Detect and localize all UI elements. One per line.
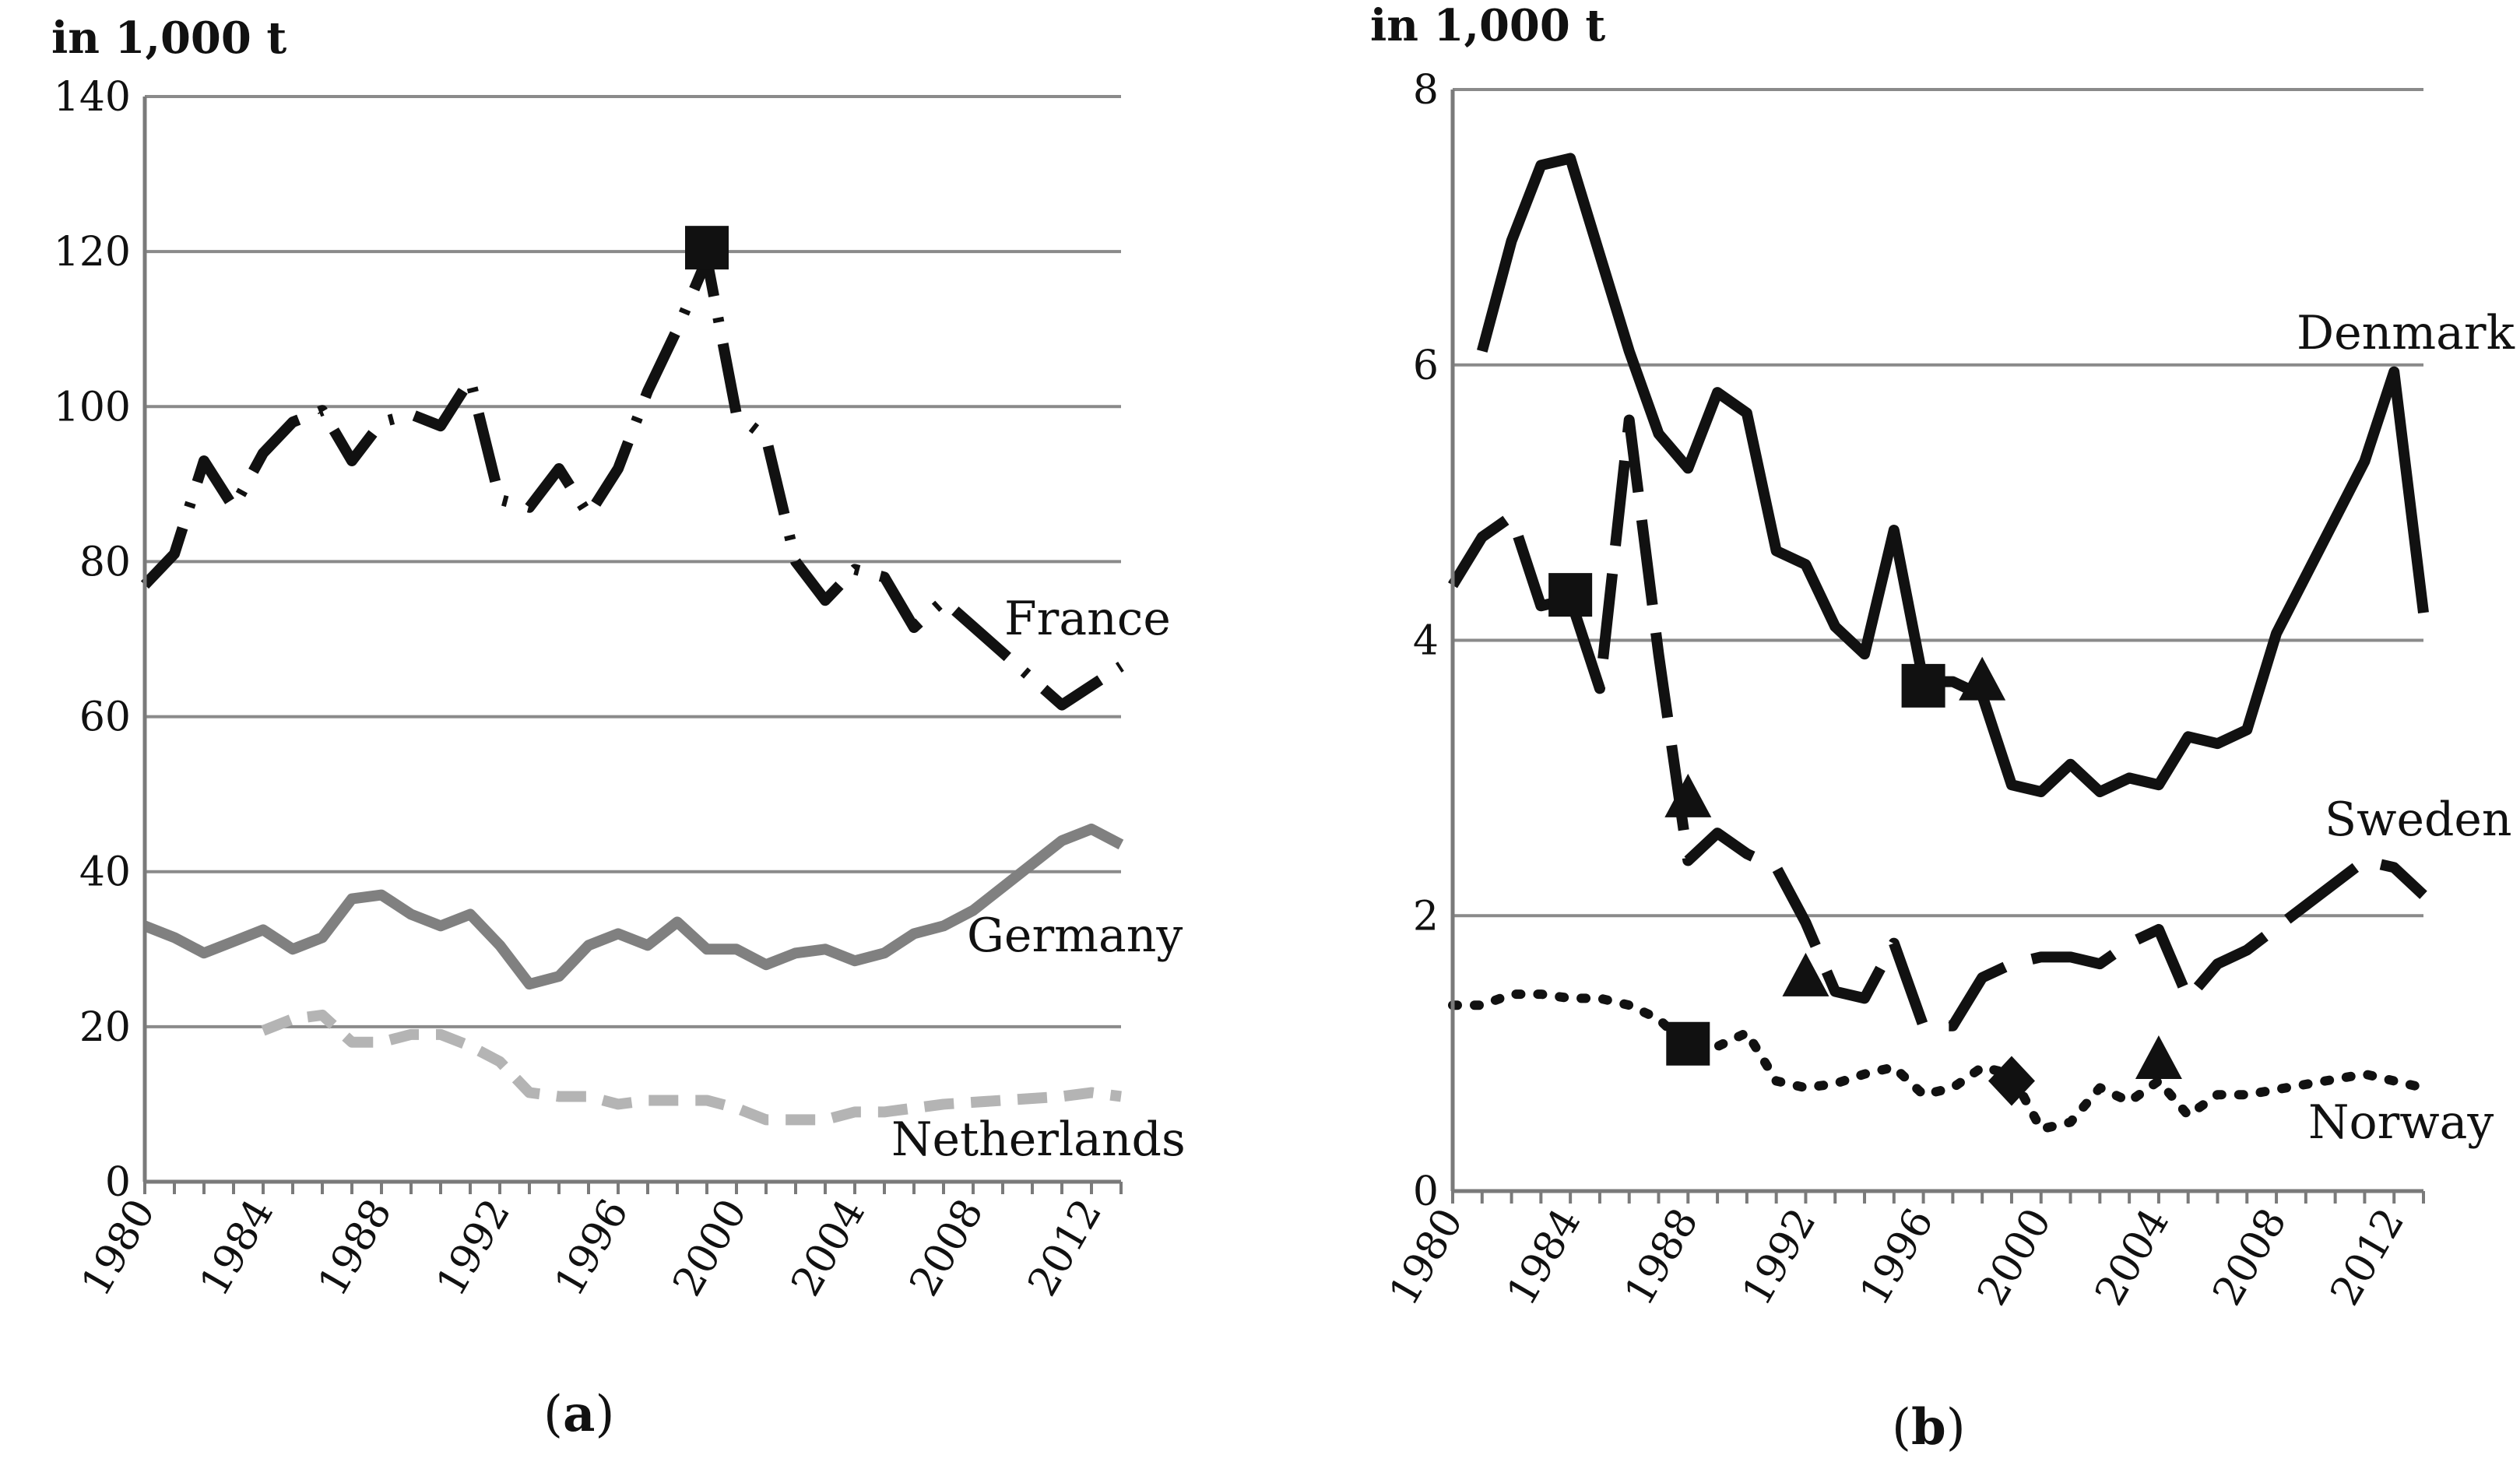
panel-b-series (1448, 153, 2429, 1134)
label-germany: Germany (967, 908, 1183, 963)
y-tick-label: 80 (79, 539, 131, 585)
x-tick-label: 1980 (72, 1192, 164, 1305)
panel-b-x-tick-labels: 1980 1984 1988 1992 1996 2000 2004 2008 2012 (1380, 1200, 2413, 1313)
label-denmark: Denmark (2297, 306, 2515, 360)
marker-triangle (2135, 1035, 2182, 1079)
y-tick-label: 2 (1413, 893, 1439, 940)
x-tick-label: 2004 (2086, 1201, 2178, 1314)
x-tick-label: 1992 (427, 1192, 519, 1305)
marker-square (1901, 663, 1945, 708)
panel-a-unit-label: in 1,000 t (51, 12, 286, 64)
marker-diamond (1988, 1056, 2035, 1106)
y-tick-label: 0 (105, 1159, 131, 1206)
marker-triangle (1959, 656, 2006, 701)
marker-triangle (1664, 773, 1712, 817)
panel-b-caption-letter: b (1911, 1398, 1946, 1457)
y-tick-label: 140 (54, 74, 131, 121)
x-tick-label: 1984 (1498, 1200, 1590, 1313)
y-tick-label: 8 (1413, 67, 1439, 114)
y-tick-label: 6 (1413, 343, 1439, 389)
label-netherlands: Netherlands (891, 1112, 1186, 1167)
x-tick-label: 2000 (1969, 1201, 2061, 1314)
y-tick-label: 4 (1413, 618, 1439, 665)
marker-triangle (1782, 952, 1829, 996)
panel-b-caption-close: ) (1946, 1399, 1966, 1457)
x-tick-label: 1980 (1380, 1201, 1472, 1314)
marker-square (1548, 573, 1593, 617)
panel-b: in 1,000 t 0 2 4 6 8 1980 1984 1988 1992 1996 200… (1370, 0, 2515, 1457)
panel-a-caption-letter: a (563, 1385, 595, 1443)
label-france: France (1004, 592, 1171, 646)
x-tick-label: 1996 (1851, 1201, 1943, 1314)
x-tick-label: 2012 (1019, 1192, 1111, 1305)
label-sweden: Sweden (2325, 792, 2512, 847)
y-tick-label: 0 (1413, 1168, 1439, 1215)
x-tick-label: 1988 (1615, 1201, 1707, 1314)
series-line-netherlands (261, 1009, 1122, 1126)
panel-a-caption-close: ) (595, 1386, 614, 1443)
panel-b-axes (1450, 90, 2425, 1204)
panel-b-unit-label: in 1,000 t (1370, 0, 1605, 51)
x-tick-label: 2004 (782, 1192, 874, 1305)
panel-b-gridlines (1453, 88, 2423, 918)
x-tick-label: 2000 (664, 1192, 756, 1305)
y-tick-label: 20 (79, 1004, 131, 1051)
panel-a-y-tick-labels: 0 20 40 60 80 100 120 140 (54, 74, 131, 1206)
x-tick-label: 2008 (2204, 1201, 2296, 1314)
x-tick-label: 1996 (546, 1192, 638, 1305)
panel-b-caption-open: ( (1892, 1399, 1911, 1457)
y-tick-label: 60 (79, 694, 131, 741)
x-tick-label: 1988 (309, 1192, 401, 1305)
label-norway: Norway (2308, 1095, 2494, 1150)
series-line-france (140, 254, 1124, 711)
x-tick-label: 1984 (191, 1192, 283, 1305)
series-line-germany (142, 823, 1124, 990)
x-tick-label: 1992 (1734, 1201, 1826, 1314)
panel-a-x-tick-labels: 1980 1984 1988 1992 1996 2000 2004 2008 2012 (72, 1192, 1111, 1305)
x-tick-label: 2008 (901, 1192, 993, 1305)
marker-square (685, 226, 729, 270)
y-tick-label: 40 (79, 849, 131, 896)
panel-a-caption: (a) (543, 1385, 614, 1443)
panel-a-gridlines (145, 95, 1121, 1028)
panel-a-caption-open: ( (543, 1386, 563, 1443)
series-line-sweden (1448, 414, 2427, 1031)
panel-b-y-tick-labels: 0 2 4 6 8 (1413, 67, 1439, 1215)
y-tick-label: 120 (54, 229, 131, 276)
marker-square (1666, 1021, 1710, 1066)
x-tick-label: 2012 (2321, 1201, 2413, 1314)
y-tick-label: 100 (54, 384, 131, 430)
panel-b-caption: (b) (1892, 1398, 1966, 1457)
panel-a-series (140, 226, 1124, 1126)
series-line-norway (1448, 989, 2428, 1134)
panel-a-axes (142, 97, 1123, 1194)
